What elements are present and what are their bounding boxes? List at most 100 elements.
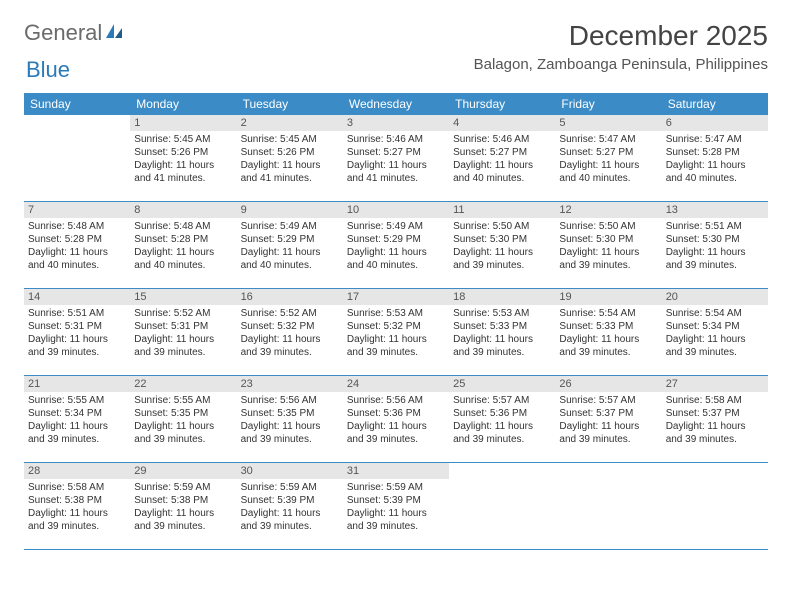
sunrise-text: Sunrise: 5:54 AM bbox=[559, 307, 657, 320]
sunrise-text: Sunrise: 5:46 AM bbox=[453, 133, 551, 146]
sunrise-text: Sunrise: 5:51 AM bbox=[28, 307, 126, 320]
sunrise-text: Sunrise: 5:58 AM bbox=[28, 481, 126, 494]
daylight-text: Daylight: 11 hours and 40 minutes. bbox=[453, 159, 551, 185]
week-row: .1Sunrise: 5:45 AMSunset: 5:26 PMDayligh… bbox=[24, 115, 768, 202]
day-cell: 18Sunrise: 5:53 AMSunset: 5:33 PMDayligh… bbox=[449, 289, 555, 375]
sunset-text: Sunset: 5:34 PM bbox=[28, 407, 126, 420]
daylight-text: Daylight: 11 hours and 39 minutes. bbox=[241, 420, 339, 446]
day-cell: 16Sunrise: 5:52 AMSunset: 5:32 PMDayligh… bbox=[237, 289, 343, 375]
sunrise-text: Sunrise: 5:47 AM bbox=[666, 133, 764, 146]
day-number: 29 bbox=[130, 463, 236, 479]
day-number: 6 bbox=[662, 115, 768, 131]
daylight-text: Daylight: 11 hours and 39 minutes. bbox=[241, 333, 339, 359]
title-block: December 2025 Balagon, Zamboanga Peninsu… bbox=[474, 20, 768, 73]
sunset-text: Sunset: 5:29 PM bbox=[241, 233, 339, 246]
day-cell: 10Sunrise: 5:49 AMSunset: 5:29 PMDayligh… bbox=[343, 202, 449, 288]
sunrise-text: Sunrise: 5:49 AM bbox=[347, 220, 445, 233]
day-cell: 14Sunrise: 5:51 AMSunset: 5:31 PMDayligh… bbox=[24, 289, 130, 375]
sunset-text: Sunset: 5:29 PM bbox=[347, 233, 445, 246]
sunset-text: Sunset: 5:38 PM bbox=[134, 494, 232, 507]
sunrise-text: Sunrise: 5:45 AM bbox=[134, 133, 232, 146]
day-cell: 4 Sunrise: 5:46 AMSunset: 5:27 PMDaylight… bbox=[449, 115, 555, 201]
sunset-text: Sunset: 5:35 PM bbox=[241, 407, 339, 420]
day-number: 8 bbox=[130, 202, 236, 218]
daylight-text: Daylight: 11 hours and 41 minutes. bbox=[134, 159, 232, 185]
daylight-text: Daylight: 11 hours and 39 minutes. bbox=[134, 507, 232, 533]
sunrise-text: Sunrise: 5:59 AM bbox=[241, 481, 339, 494]
sunset-text: Sunset: 5:26 PM bbox=[241, 146, 339, 159]
daylight-text: Daylight: 11 hours and 39 minutes. bbox=[28, 333, 126, 359]
day-cell-empty: . bbox=[449, 463, 555, 549]
sunrise-text: Sunrise: 5:46 AM bbox=[347, 133, 445, 146]
sunset-text: Sunset: 5:33 PM bbox=[559, 320, 657, 333]
sunrise-text: Sunrise: 5:47 AM bbox=[559, 133, 657, 146]
daylight-text: Daylight: 11 hours and 39 minutes. bbox=[666, 246, 764, 272]
day-cell: 13Sunrise: 5:51 AMSunset: 5:30 PMDayligh… bbox=[662, 202, 768, 288]
weekday-header: Wednesday bbox=[343, 93, 449, 115]
sunrise-text: Sunrise: 5:51 AM bbox=[666, 220, 764, 233]
sunset-text: Sunset: 5:30 PM bbox=[559, 233, 657, 246]
daylight-text: Daylight: 11 hours and 40 minutes. bbox=[134, 246, 232, 272]
daylight-text: Daylight: 11 hours and 39 minutes. bbox=[28, 420, 126, 446]
day-cell: 5Sunrise: 5:47 AMSunset: 5:27 PMDaylight… bbox=[555, 115, 661, 201]
sunset-text: Sunset: 5:39 PM bbox=[241, 494, 339, 507]
logo-sail-icon bbox=[104, 20, 124, 46]
daylight-text: Daylight: 11 hours and 40 minutes. bbox=[241, 246, 339, 272]
daylight-text: Daylight: 11 hours and 39 minutes. bbox=[559, 420, 657, 446]
day-number: 12 bbox=[555, 202, 661, 218]
sunset-text: Sunset: 5:27 PM bbox=[347, 146, 445, 159]
day-number: 4 bbox=[449, 115, 555, 131]
day-number: 7 bbox=[24, 202, 130, 218]
sunset-text: Sunset: 5:37 PM bbox=[559, 407, 657, 420]
sunset-text: Sunset: 5:31 PM bbox=[134, 320, 232, 333]
week-row: 7Sunrise: 5:48 AMSunset: 5:28 PMDaylight… bbox=[24, 202, 768, 289]
day-cell: 26Sunrise: 5:57 AMSunset: 5:37 PMDayligh… bbox=[555, 376, 661, 462]
day-number: 16 bbox=[237, 289, 343, 305]
sunrise-text: Sunrise: 5:56 AM bbox=[347, 394, 445, 407]
sunset-text: Sunset: 5:39 PM bbox=[347, 494, 445, 507]
week-row: 28Sunrise: 5:58 AMSunset: 5:38 PMDayligh… bbox=[24, 463, 768, 550]
weekday-header: Monday bbox=[130, 93, 236, 115]
sunset-text: Sunset: 5:28 PM bbox=[134, 233, 232, 246]
day-number: 3 bbox=[343, 115, 449, 131]
daylight-text: Daylight: 11 hours and 39 minutes. bbox=[241, 507, 339, 533]
daylight-text: Daylight: 11 hours and 39 minutes. bbox=[28, 507, 126, 533]
sunrise-text: Sunrise: 5:49 AM bbox=[241, 220, 339, 233]
weekday-header: Thursday bbox=[449, 93, 555, 115]
day-cell: 17Sunrise: 5:53 AMSunset: 5:32 PMDayligh… bbox=[343, 289, 449, 375]
day-number: 20 bbox=[662, 289, 768, 305]
sunset-text: Sunset: 5:36 PM bbox=[453, 407, 551, 420]
day-number: 31 bbox=[343, 463, 449, 479]
sunset-text: Sunset: 5:30 PM bbox=[453, 233, 551, 246]
sunset-text: Sunset: 5:27 PM bbox=[453, 146, 551, 159]
sunrise-text: Sunrise: 5:48 AM bbox=[28, 220, 126, 233]
sunrise-text: Sunrise: 5:59 AM bbox=[347, 481, 445, 494]
day-number: 14 bbox=[24, 289, 130, 305]
daylight-text: Daylight: 11 hours and 39 minutes. bbox=[347, 507, 445, 533]
daylight-text: Daylight: 11 hours and 39 minutes. bbox=[347, 420, 445, 446]
sunrise-text: Sunrise: 5:56 AM bbox=[241, 394, 339, 407]
daylight-text: Daylight: 11 hours and 40 minutes. bbox=[28, 246, 126, 272]
weekday-header: Saturday bbox=[662, 93, 768, 115]
day-cell: 8Sunrise: 5:48 AMSunset: 5:28 PMDaylight… bbox=[130, 202, 236, 288]
day-number: 25 bbox=[449, 376, 555, 392]
sunset-text: Sunset: 5:26 PM bbox=[134, 146, 232, 159]
location-text: Balagon, Zamboanga Peninsula, Philippine… bbox=[474, 56, 768, 73]
day-cell: 20Sunrise: 5:54 AMSunset: 5:34 PMDayligh… bbox=[662, 289, 768, 375]
day-number: 18 bbox=[449, 289, 555, 305]
daylight-text: Daylight: 11 hours and 40 minutes. bbox=[559, 159, 657, 185]
day-cell-empty: . bbox=[555, 463, 661, 549]
weekday-header-row: SundayMondayTuesdayWednesdayThursdayFrid… bbox=[24, 93, 768, 115]
day-number: 11 bbox=[449, 202, 555, 218]
day-cell: 7Sunrise: 5:48 AMSunset: 5:28 PMDaylight… bbox=[24, 202, 130, 288]
day-cell: 19Sunrise: 5:54 AMSunset: 5:33 PMDayligh… bbox=[555, 289, 661, 375]
day-number: 5 bbox=[555, 115, 661, 131]
day-number: 13 bbox=[662, 202, 768, 218]
day-number: 26 bbox=[555, 376, 661, 392]
day-number: 19 bbox=[555, 289, 661, 305]
sunrise-text: Sunrise: 5:58 AM bbox=[666, 394, 764, 407]
sunset-text: Sunset: 5:32 PM bbox=[241, 320, 339, 333]
day-cell: 22Sunrise: 5:55 AMSunset: 5:35 PMDayligh… bbox=[130, 376, 236, 462]
daylight-text: Daylight: 11 hours and 39 minutes. bbox=[453, 420, 551, 446]
day-cell: 23Sunrise: 5:56 AMSunset: 5:35 PMDayligh… bbox=[237, 376, 343, 462]
